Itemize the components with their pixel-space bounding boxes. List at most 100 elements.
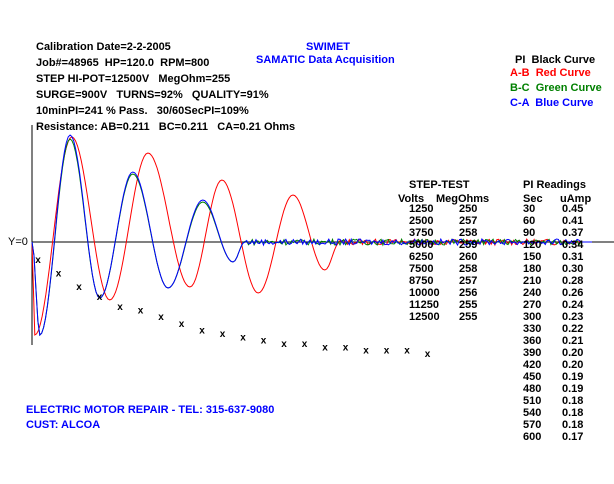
pi-title: PI Readings (523, 179, 586, 191)
pi-sec: 540 (523, 407, 542, 419)
pi-uamp: 0.23 (562, 311, 584, 323)
pi-point-marker: x (404, 346, 410, 357)
pi-sec: 210 (523, 275, 542, 287)
step-volts: 10000 (409, 287, 440, 299)
pi-uamp: 0.20 (562, 347, 584, 359)
pi-sec: 570 (523, 419, 542, 431)
pi-sec: 360 (523, 335, 542, 347)
brand-title: SWIMET (306, 41, 350, 53)
legend-pi: PI Black Curve (515, 54, 595, 67)
pi-point-marker: x (384, 346, 390, 357)
step-megohms: 256 (459, 287, 478, 299)
pi-point-marker: x (343, 342, 349, 353)
pi-uamp: 0.45 (562, 203, 584, 215)
curve-c-a (31, 134, 592, 337)
step-megohms: 258 (459, 263, 478, 275)
pi-sec: 60 (523, 215, 536, 227)
pi-point-marker: x (220, 329, 226, 340)
customer-info: CUST: ALCOA (26, 419, 101, 431)
pi-point-marker: x (158, 312, 164, 323)
pi-sec: 420 (523, 359, 542, 371)
pi-point-marker: x (302, 339, 308, 350)
pi-uamp: 0.18 (562, 407, 584, 419)
legend-key: B-C (510, 82, 530, 94)
pi-point-marker: x (322, 342, 328, 353)
pi-uamp: 0.28 (562, 275, 584, 287)
pi-point-marker: x (35, 255, 41, 266)
job-info: Job#=48965 HP=120.0 RPM=800 (36, 57, 210, 69)
hipot-info: STEP HI-POT=12500V MegOhm=255 (36, 73, 231, 85)
pi-uamp: 0.41 (562, 215, 584, 227)
pi-uamp: 0.22 (562, 323, 584, 335)
pi-sec: 300 (523, 311, 542, 323)
step-volts: 7500 (409, 263, 434, 275)
step-volts: 2500 (409, 215, 434, 227)
pi-uamp: 0.31 (562, 251, 584, 263)
pi-point-marker: x (117, 302, 123, 313)
step-megohms: 257 (459, 275, 478, 287)
pi-col-uamp: uAmp (560, 193, 592, 205)
pi-uamp: 0.34 (562, 239, 584, 251)
company-info: ELECTRIC MOTOR REPAIR - TEL: 315-637-908… (26, 404, 275, 416)
pi-sec: 330 (523, 323, 542, 335)
legend-bc: B-C Green Curve (510, 82, 602, 95)
curve-a-b (31, 136, 592, 336)
step-megohms: 255 (459, 299, 478, 311)
pi-uamp: 0.21 (562, 335, 584, 347)
pi-sec: 480 (523, 383, 542, 395)
pi-col-sec: Sec (523, 193, 543, 205)
y-zero-label: Y=0 (8, 236, 28, 248)
pi-point-marker: x (138, 305, 144, 316)
pi-point-marker: x (179, 319, 185, 330)
step-megohms: 257 (459, 215, 478, 227)
pi-sec: 600 (523, 431, 542, 443)
pi-point-marker: x (240, 332, 246, 343)
legend-ca: C-A Blue Curve (510, 97, 593, 110)
step-megohms: 260 (459, 251, 478, 263)
pi-info: 10minPI=241 % Pass. 30/60SecPI=109% (36, 105, 249, 117)
step-megohms: 250 (459, 203, 478, 215)
step-megohms: 258 (459, 227, 478, 239)
step-volts: 1250 (409, 203, 434, 215)
pi-uamp: 0.19 (562, 383, 584, 395)
legend-key: C-A (510, 97, 530, 109)
pi-point-marker: x (97, 292, 103, 303)
pi-sec: 270 (523, 299, 542, 311)
legend-key: PI (515, 54, 526, 66)
pi-sec: 180 (523, 263, 542, 275)
pi-uamp: 0.37 (562, 227, 584, 239)
pi-sec: 150 (523, 251, 542, 263)
pi-sec: 240 (523, 287, 542, 299)
pi-uamp: 0.26 (562, 287, 584, 299)
pi-point-marker: x (363, 346, 369, 357)
surge-info: SURGE=900V TURNS=92% QUALITY=91% (36, 89, 269, 101)
pi-uamp: 0.30 (562, 263, 584, 275)
pi-point-marker: x (425, 349, 431, 360)
step-volts: 11250 (409, 299, 439, 311)
step-volts: 5000 (409, 239, 434, 251)
pi-point-marker: x (56, 268, 62, 279)
step-volts: 8750 (409, 275, 434, 287)
step-megohms: 255 (459, 311, 478, 323)
pi-sec: 450 (523, 371, 542, 383)
pi-sec: 120 (523, 239, 542, 251)
pi-uamp: 0.24 (562, 299, 584, 311)
pi-point-marker: x (199, 326, 205, 337)
pi-point-marker: x (281, 339, 287, 350)
calibration-date: Calibration Date=2-2-2005 (36, 41, 171, 53)
pi-sec: 90 (523, 227, 536, 239)
step-volts: 3750 (409, 227, 434, 239)
step-volts: 6250 (409, 251, 434, 263)
step-volts: 12500 (409, 311, 440, 323)
pi-uamp: 0.19 (562, 371, 584, 383)
pi-uamp: 0.20 (562, 359, 584, 371)
pi-point-marker: x (261, 336, 267, 347)
app-subtitle: SAMATIC Data Acquisition (256, 54, 395, 66)
pi-sec: 30 (523, 203, 536, 215)
pi-sec: 390 (523, 347, 542, 359)
legend-key: A-B (510, 67, 530, 79)
pi-point-marker: x (76, 282, 82, 293)
legend-label: Green Curve (535, 82, 602, 94)
pi-uamp: 0.18 (562, 419, 584, 431)
